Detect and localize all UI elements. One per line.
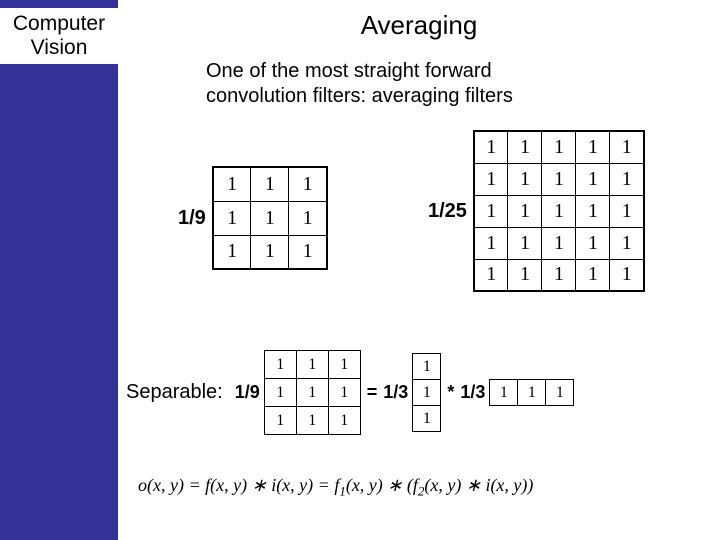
filter-5x5-coef: 1/25 <box>428 200 467 223</box>
cell: 1 <box>474 195 508 227</box>
equals-sign: = <box>367 382 378 403</box>
cell: 1 <box>213 201 251 235</box>
cell: 1 <box>474 131 508 163</box>
filter-3x3-coef: 1/9 <box>178 207 206 230</box>
cell: 1 <box>518 380 546 406</box>
cell: 1 <box>264 351 296 379</box>
cell: 1 <box>546 380 574 406</box>
sidebar <box>0 0 118 540</box>
desc-line1: One of the most straight forward <box>206 60 492 82</box>
cell: 1 <box>474 259 508 291</box>
cell: 1 <box>508 195 542 227</box>
cell: 1 <box>490 380 518 406</box>
cell: 1 <box>474 163 508 195</box>
page-title: Averaging <box>118 10 720 41</box>
separable-coef-left: 1/9 <box>235 382 260 403</box>
formula-conv1: ∗ <box>247 475 271 495</box>
cell: 1 <box>576 259 610 291</box>
formula: o(x, y) = f(x, y) ∗ i(x, y) = f1(x, y) ∗… <box>138 475 533 500</box>
course-line1: Computer <box>13 12 105 35</box>
separable-matrix-col: 1 1 1 <box>412 353 441 432</box>
separable-matrix-row: 1 1 1 <box>489 379 574 406</box>
separable-coef-row: 1/3 <box>460 382 485 403</box>
cell: 1 <box>610 163 644 195</box>
filter-5x5-matrix: 1 1 1 1 1 1 1 1 1 1 1 1 1 1 <box>473 130 645 292</box>
cell: 1 <box>610 131 644 163</box>
formula-eq2: = <box>313 475 334 495</box>
cell: 1 <box>264 407 296 435</box>
arrow-icon <box>2 512 24 534</box>
cell: 1 <box>610 195 644 227</box>
cell: 1 <box>413 354 441 380</box>
separable-left: 1/9 1 1 1 1 1 1 1 1 1 <box>235 350 361 435</box>
formula-o: o(x, y) <box>138 475 184 495</box>
cell: 1 <box>264 379 296 407</box>
cell: 1 <box>508 163 542 195</box>
separable-label: Separable: <box>126 381 223 404</box>
cell: 1 <box>328 407 360 435</box>
cell: 1 <box>610 227 644 259</box>
formula-open: ∗ ( <box>383 475 413 495</box>
formula-eq1: = <box>184 475 205 495</box>
filter-3x3-block: 1/9 1 1 1 1 1 1 1 1 1 <box>178 166 328 270</box>
separable-row-group: 1/3 1 1 1 <box>460 379 574 406</box>
star-sign: * <box>447 382 454 403</box>
cell: 1 <box>542 227 576 259</box>
cell: 1 <box>542 259 576 291</box>
cell: 1 <box>576 131 610 163</box>
separable-coef-col: 1/3 <box>383 382 408 403</box>
separable-col: 1/3 1 1 1 <box>383 353 441 432</box>
cell: 1 <box>251 167 289 201</box>
cell: 1 <box>328 351 360 379</box>
cell: 1 <box>508 131 542 163</box>
cell: 1 <box>296 351 328 379</box>
cell: 1 <box>296 379 328 407</box>
filter-3x3-matrix: 1 1 1 1 1 1 1 1 1 <box>212 166 328 270</box>
description: One of the most straight forward convolu… <box>206 59 666 109</box>
cell: 1 <box>328 379 360 407</box>
cell: 1 <box>413 406 441 432</box>
cell: 1 <box>542 131 576 163</box>
cell: 1 <box>542 163 576 195</box>
cell: 1 <box>508 227 542 259</box>
content-area: Averaging One of the most straight forwa… <box>118 0 720 540</box>
cell: 1 <box>213 167 251 201</box>
cell: 1 <box>542 195 576 227</box>
formula-i: i(x, y) <box>271 475 313 495</box>
cell: 1 <box>296 407 328 435</box>
course-label: Computer Vision <box>0 8 118 64</box>
cell: 1 <box>474 227 508 259</box>
cell: 1 <box>213 235 251 269</box>
formula-f: f(x, y) <box>205 475 247 495</box>
formula-mid: (x, y) ∗ i(x, y)) <box>424 475 533 495</box>
cell: 1 <box>576 227 610 259</box>
desc-line2: convolution filters: averaging filters <box>206 85 513 107</box>
course-line2: Vision <box>31 36 88 59</box>
cell: 1 <box>251 201 289 235</box>
separable-matrix-left: 1 1 1 1 1 1 1 1 1 <box>264 350 361 435</box>
cell: 1 <box>289 235 327 269</box>
cell: 1 <box>576 163 610 195</box>
cell: 1 <box>508 259 542 291</box>
cell: 1 <box>251 235 289 269</box>
filter-5x5-block: 1/25 1 1 1 1 1 1 1 1 1 1 1 1 <box>428 130 645 292</box>
cell: 1 <box>610 259 644 291</box>
cell: 1 <box>413 380 441 406</box>
cell: 1 <box>576 195 610 227</box>
cell: 1 <box>289 167 327 201</box>
separable-row: Separable: 1/9 1 1 1 1 1 1 1 1 1 <box>118 350 720 435</box>
formula-xy1: (x, y) <box>346 475 383 495</box>
cell: 1 <box>289 201 327 235</box>
